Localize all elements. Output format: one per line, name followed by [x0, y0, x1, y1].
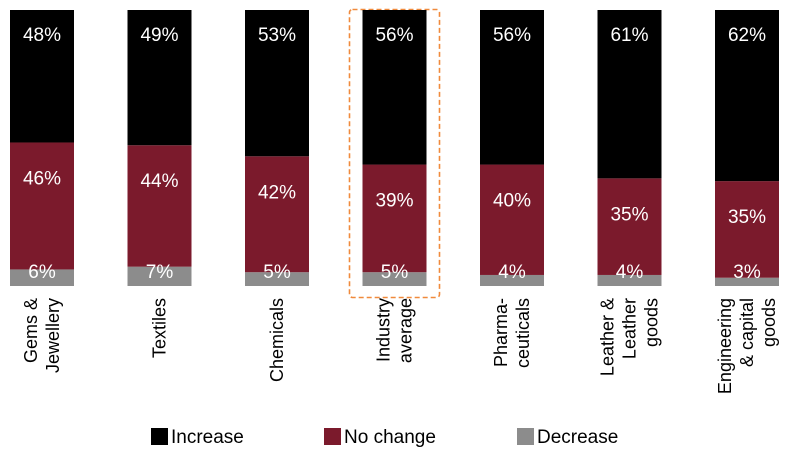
bar-segment-increase-gems-jewellery	[10, 10, 74, 143]
data-label-increase-leather-leather-goods: 61%	[610, 25, 648, 46]
bar-segment-no-change-pharma-ceuticals	[480, 164, 544, 275]
data-label-increase-industry-average: 56%	[375, 25, 413, 46]
data-label-no-change-textiles: 44%	[140, 171, 178, 192]
data-label-increase-engineering-capital-goods: 62%	[728, 25, 766, 46]
bar-segment-increase-leather-leather-goods	[597, 10, 662, 179]
category-label-line: goods	[759, 298, 779, 347]
category-label-line: Textiles	[150, 298, 170, 358]
category-label-line: Pharma-	[491, 298, 511, 367]
bar-segment-no-change-industry-average	[362, 164, 427, 273]
category-label-line: Chemicals	[267, 298, 287, 382]
legend-label-decrease: Decrease	[537, 427, 618, 448]
data-label-no-change-engineering-capital-goods: 35%	[728, 207, 766, 228]
bar-segment-decrease-industry-average	[362, 272, 427, 286]
data-label-decrease-engineering-capital-goods: 3%	[733, 262, 761, 283]
data-label-decrease-textiles: 7%	[146, 262, 174, 283]
bar-segment-decrease-leather-leather-goods	[597, 274, 662, 286]
data-label-decrease-chemicals: 5%	[263, 262, 291, 283]
bar-labels-layer: 6% 46% 48% 7% 44% 49% 5% 42% 53% 5% 39% 56% 4% 40% 56%…	[23, 25, 766, 283]
category-label-line: & capital	[737, 298, 757, 367]
category-label-gems-jewellery: Gems & Jewellery	[21, 298, 63, 373]
data-label-decrease-leather-leather-goods: 4%	[616, 262, 644, 283]
category-label-line: average	[396, 298, 416, 363]
category-label-leather-leather-goods: Leather & Leather goods	[598, 298, 662, 376]
category-labels-layer: Gems & Jewellery Textiles Chemicals Industry…	[21, 298, 779, 394]
bar-segment-increase-industry-average	[362, 10, 427, 165]
highlight-layer	[348, 8, 441, 299]
category-label-line: Leather	[620, 298, 640, 359]
bar-segment-no-change-gems-jewellery	[10, 142, 74, 270]
legend: Increase No change Decrease	[151, 427, 618, 448]
bar-segment-increase-engineering-capital-goods	[715, 10, 779, 182]
category-label-line: goods	[642, 298, 662, 347]
data-label-increase-textiles: 49%	[140, 25, 178, 46]
data-label-increase-pharma-ceuticals: 56%	[493, 25, 531, 46]
category-label-line: Gems &	[21, 298, 41, 363]
bar-segment-decrease-textiles	[127, 266, 192, 286]
data-label-no-change-industry-average: 39%	[375, 191, 413, 212]
data-label-no-change-leather-leather-goods: 35%	[610, 204, 648, 225]
data-label-increase-gems-jewellery: 48%	[23, 25, 61, 46]
legend-label-no-change: No change	[344, 427, 436, 448]
category-label-textiles: Textiles	[150, 298, 170, 358]
legend-label-increase: Increase	[171, 427, 244, 448]
category-label-line: ceuticals	[513, 298, 533, 368]
bar-segment-no-change-chemicals	[245, 156, 309, 273]
category-label-pharma-ceuticals: Pharma-ceuticals	[491, 298, 533, 368]
data-label-decrease-industry-average: 5%	[381, 262, 409, 283]
bar-segment-no-change-leather-leather-goods	[597, 178, 662, 275]
category-label-line: Leather &	[598, 298, 618, 376]
category-label-chemicals: Chemicals	[267, 298, 287, 382]
bar-segment-decrease-pharma-ceuticals	[480, 274, 544, 286]
bars-layer	[10, 10, 779, 286]
data-label-no-change-chemicals: 42%	[258, 182, 296, 203]
category-label-engineering-capital-goods: Engineering & capital goods	[715, 298, 779, 394]
data-label-decrease-pharma-ceuticals: 4%	[498, 262, 526, 283]
bar-segment-increase-chemicals	[245, 10, 309, 157]
legend-swatch-decrease	[517, 428, 534, 445]
bar-segment-no-change-textiles	[127, 145, 192, 267]
bar-segment-decrease-chemicals	[245, 272, 309, 286]
legend-swatch-no-change	[324, 428, 341, 445]
data-label-no-change-gems-jewellery: 46%	[23, 168, 61, 189]
category-label-industry-average: Industry average	[374, 298, 416, 363]
highlight-box	[348, 8, 441, 299]
bar-segment-increase-textiles	[127, 10, 192, 146]
data-label-no-change-pharma-ceuticals: 40%	[493, 191, 531, 212]
category-label-line: Industry	[374, 298, 394, 362]
bar-segment-decrease-gems-jewellery	[10, 269, 74, 286]
bar-segment-no-change-engineering-capital-goods	[715, 181, 779, 278]
bar-segment-decrease-engineering-capital-goods	[715, 277, 779, 286]
legend-swatch-increase	[151, 428, 168, 445]
category-label-line: Engineering	[715, 298, 735, 394]
category-label-line: Jewellery	[43, 298, 63, 373]
bar-segment-increase-pharma-ceuticals	[480, 10, 544, 165]
data-label-decrease-gems-jewellery: 6%	[28, 262, 56, 283]
data-label-increase-chemicals: 53%	[258, 25, 296, 46]
